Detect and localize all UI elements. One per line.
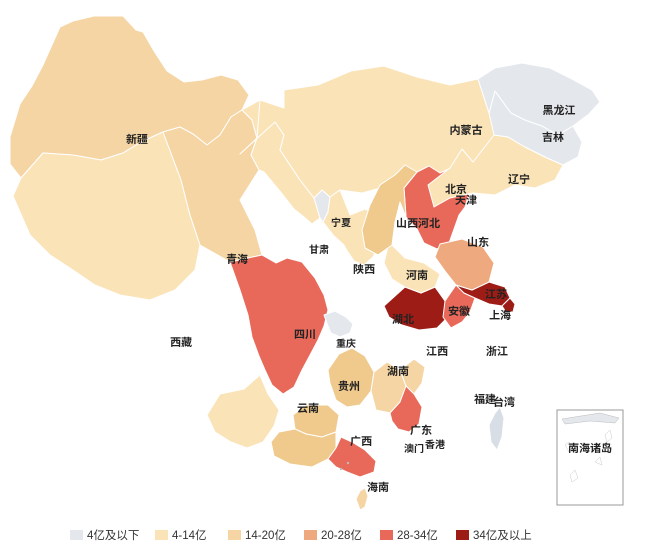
svg-text:内蒙古: 内蒙古 bbox=[450, 122, 483, 138]
svg-text:江苏: 江苏 bbox=[485, 286, 507, 302]
svg-text:广西: 广西 bbox=[350, 433, 372, 449]
svg-text:4亿及以下: 4亿及以下 bbox=[87, 529, 139, 542]
svg-text:辽宁: 辽宁 bbox=[508, 171, 530, 187]
svg-text:黑龙江: 黑龙江 bbox=[543, 102, 576, 118]
svg-text:甘肃: 甘肃 bbox=[309, 241, 329, 256]
svg-text:澳门: 澳门 bbox=[404, 440, 424, 455]
svg-text:34亿及以上: 34亿及以上 bbox=[473, 529, 532, 542]
svg-text:云南: 云南 bbox=[297, 400, 319, 416]
svg-text:吉林: 吉林 bbox=[542, 129, 564, 145]
svg-text:湖南: 湖南 bbox=[387, 363, 409, 379]
svg-text:河南: 河南 bbox=[406, 267, 428, 283]
svg-text:四川: 四川 bbox=[294, 326, 316, 342]
svg-text:香港: 香港 bbox=[424, 436, 445, 451]
svg-text:安徽: 安徽 bbox=[448, 303, 470, 319]
svg-text:重庆: 重庆 bbox=[336, 335, 356, 350]
svg-text:贵州: 贵州 bbox=[338, 378, 360, 394]
svg-text:4-14亿: 4-14亿 bbox=[172, 529, 207, 542]
svg-text:浙江: 浙江 bbox=[486, 343, 508, 359]
svg-text:上海: 上海 bbox=[489, 307, 511, 323]
svg-text:台湾: 台湾 bbox=[493, 394, 515, 410]
svg-text:宁夏: 宁夏 bbox=[331, 214, 351, 229]
svg-text:南海诸岛: 南海诸岛 bbox=[568, 440, 612, 456]
svg-text:天津: 天津 bbox=[455, 192, 477, 208]
svg-text:20-28亿: 20-28亿 bbox=[321, 529, 362, 542]
svg-text:山西河北: 山西河北 bbox=[396, 215, 440, 231]
svg-text:海南: 海南 bbox=[367, 479, 389, 495]
svg-text:14-20亿: 14-20亿 bbox=[245, 529, 286, 542]
svg-text:西藏: 西藏 bbox=[170, 334, 192, 350]
svg-text:新疆: 新疆 bbox=[126, 131, 148, 147]
svg-text:陕西: 陕西 bbox=[353, 261, 375, 277]
svg-text:山东: 山东 bbox=[467, 234, 489, 250]
svg-text:青海: 青海 bbox=[226, 251, 248, 267]
svg-text:湖北: 湖北 bbox=[392, 311, 414, 327]
svg-text:28-34亿: 28-34亿 bbox=[397, 529, 438, 542]
svg-text:江西: 江西 bbox=[426, 343, 448, 359]
